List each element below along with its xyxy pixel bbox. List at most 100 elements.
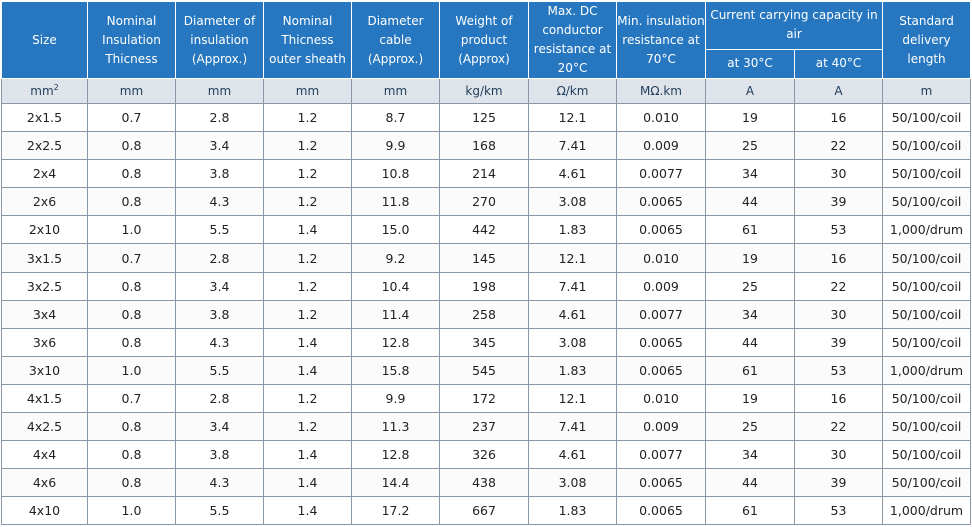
cell-diameter-insulation: 4.3 xyxy=(175,187,264,217)
cell-delivery-length: 1,000/drum xyxy=(882,215,972,245)
cell-size: 2x1.5 xyxy=(1,102,88,133)
cell-diameter-insulation: 3.4 xyxy=(175,131,264,161)
cell-current-at-40c: 30 xyxy=(793,159,884,189)
cell-nominal-outer-sheath: 1.4 xyxy=(263,355,352,385)
cell-nominal-insulation: 0.8 xyxy=(87,131,176,161)
cell-nominal-insulation: 0.8 xyxy=(87,299,176,329)
cell-max-dc-resistance: 4.61 xyxy=(528,440,617,470)
cell-diameter-cable: 9.9 xyxy=(351,383,440,414)
unit-weight: kg/km xyxy=(439,78,529,104)
cell-nominal-insulation: 0.8 xyxy=(87,187,176,217)
cell-weight: 168 xyxy=(439,131,529,161)
header-at-40c: at 40°C xyxy=(793,48,884,80)
unit-nominal-outer-sheath: mm xyxy=(263,78,352,104)
unit-min-insulation: MΩ.km xyxy=(616,78,706,104)
cell-nominal-insulation: 0.8 xyxy=(87,327,176,357)
cell-diameter-cable: 12.8 xyxy=(351,327,440,357)
cell-weight: 270 xyxy=(439,187,529,217)
unit-size-text: mm xyxy=(30,83,54,98)
cell-nominal-outer-sheath: 1.2 xyxy=(263,271,352,301)
cell-max-dc-resistance: 7.41 xyxy=(528,131,617,161)
header-min-insulation-resistance: Min. insulation resistance at 70°C xyxy=(616,1,706,79)
cell-nominal-insulation: 0.7 xyxy=(87,102,176,133)
cell-current-at-30c: 34 xyxy=(705,440,795,470)
cell-current-at-40c: 39 xyxy=(793,327,884,357)
cell-nominal-insulation: 1.0 xyxy=(87,496,176,526)
cell-nominal-outer-sheath: 1.2 xyxy=(263,102,352,133)
cell-weight: 545 xyxy=(439,355,529,385)
header-current-capacity: Current carrying capacity in air xyxy=(704,1,884,50)
cell-diameter-cable: 11.4 xyxy=(351,299,440,329)
table-row: 4x2.5 0.8 3.4 1.2 11.3 237 7.41 0.009 25 22 50/100… xyxy=(1,412,972,442)
cell-nominal-outer-sheath: 1.2 xyxy=(263,412,352,442)
cell-diameter-cable: 10.8 xyxy=(351,159,440,189)
cell-delivery-length: 50/100/coil xyxy=(882,440,972,470)
table-row: 4x10 1.0 5.5 1.4 17.2 667 1.83 0.0065 61 53 1,000/… xyxy=(1,496,972,526)
cell-min-insulation-resistance: 0.0065 xyxy=(616,187,706,217)
cell-max-dc-resistance: 7.41 xyxy=(528,271,617,301)
table-row: 3x10 1.0 5.5 1.4 15.8 545 1.83 0.0065 61 53 1,000/… xyxy=(1,355,972,385)
unit-at-30c: A xyxy=(705,78,795,104)
cell-current-at-30c: 34 xyxy=(705,299,795,329)
cell-nominal-insulation: 0.8 xyxy=(87,159,176,189)
cell-diameter-insulation: 5.5 xyxy=(175,215,264,245)
cell-size: 4x10 xyxy=(1,496,88,526)
cell-diameter-insulation: 2.8 xyxy=(175,383,264,414)
table-row: 4x4 0.8 3.8 1.4 12.8 326 4.61 0.0077 34 30 50/100/… xyxy=(1,440,972,470)
cell-diameter-insulation: 3.8 xyxy=(175,299,264,329)
table-row: 2x6 0.8 4.3 1.2 11.8 270 3.08 0.0065 44 39 50/100/… xyxy=(1,187,972,217)
cell-current-at-40c: 53 xyxy=(793,496,884,526)
header-weight: Weight of product (Approx) xyxy=(439,1,529,79)
cell-min-insulation-resistance: 0.0065 xyxy=(616,496,706,526)
cell-max-dc-resistance: 7.41 xyxy=(528,412,617,442)
cell-delivery-length: 50/100/coil xyxy=(882,468,972,498)
unit-diameter-insulation: mm xyxy=(175,78,264,104)
cell-max-dc-resistance: 3.08 xyxy=(528,327,617,357)
cell-diameter-insulation: 3.8 xyxy=(175,440,264,470)
header-diameter-insulation: Diameter of insulation (Approx.) xyxy=(175,1,264,79)
cell-current-at-40c: 16 xyxy=(793,383,884,414)
cell-current-at-30c: 44 xyxy=(705,468,795,498)
cell-nominal-outer-sheath: 1.2 xyxy=(263,131,352,161)
cell-diameter-insulation: 5.5 xyxy=(175,355,264,385)
cell-max-dc-resistance: 12.1 xyxy=(528,383,617,414)
cell-weight: 125 xyxy=(439,102,529,133)
cell-weight: 442 xyxy=(439,215,529,245)
cell-size: 3x6 xyxy=(1,327,88,357)
cell-size: 2x2.5 xyxy=(1,131,88,161)
cell-current-at-30c: 19 xyxy=(705,243,795,273)
cell-nominal-insulation: 0.7 xyxy=(87,383,176,414)
cell-weight: 198 xyxy=(439,271,529,301)
unit-max-dc: Ω/km xyxy=(528,78,617,104)
cell-min-insulation-resistance: 0.009 xyxy=(616,131,706,161)
cell-diameter-cable: 9.2 xyxy=(351,243,440,273)
unit-size-superscript: 2 xyxy=(53,82,59,92)
cell-delivery-length: 50/100/coil xyxy=(882,102,972,133)
cell-nominal-outer-sheath: 1.2 xyxy=(263,159,352,189)
table-row: 2x10 1.0 5.5 1.4 15.0 442 1.83 0.0065 61 53 1,000/… xyxy=(1,215,972,245)
cell-diameter-cable: 12.8 xyxy=(351,440,440,470)
cell-current-at-30c: 61 xyxy=(705,496,795,526)
cell-size: 3x1.5 xyxy=(1,243,88,273)
cell-delivery-length: 50/100/coil xyxy=(882,383,972,414)
cell-current-at-40c: 16 xyxy=(793,102,884,133)
cell-size: 4x1.5 xyxy=(1,383,88,414)
header-nominal-outer-sheath: Nominal Thicness outer sheath xyxy=(263,1,352,79)
cell-nominal-outer-sheath: 1.4 xyxy=(263,496,352,526)
cell-nominal-outer-sheath: 1.4 xyxy=(263,215,352,245)
cell-current-at-40c: 16 xyxy=(793,243,884,273)
cell-size: 4x2.5 xyxy=(1,412,88,442)
unit-nominal-insulation: mm xyxy=(87,78,176,104)
header-max-dc-resistance: Max. DC conductor resistance at 20°C xyxy=(528,1,617,79)
cell-current-at-40c: 22 xyxy=(793,412,884,442)
cell-current-at-30c: 19 xyxy=(705,383,795,414)
cell-nominal-insulation: 0.8 xyxy=(87,271,176,301)
cell-weight: 145 xyxy=(439,243,529,273)
table-row: 2x2.5 0.8 3.4 1.2 9.9 168 7.41 0.009 25 22 50/100/… xyxy=(1,131,972,161)
table-row: 2x4 0.8 3.8 1.2 10.8 214 4.61 0.0077 34 30 50/100/… xyxy=(1,159,972,189)
cell-min-insulation-resistance: 0.0065 xyxy=(616,327,706,357)
cell-nominal-outer-sheath: 1.2 xyxy=(263,383,352,414)
cell-current-at-30c: 25 xyxy=(705,271,795,301)
cell-current-at-30c: 44 xyxy=(705,187,795,217)
cell-weight: 345 xyxy=(439,327,529,357)
